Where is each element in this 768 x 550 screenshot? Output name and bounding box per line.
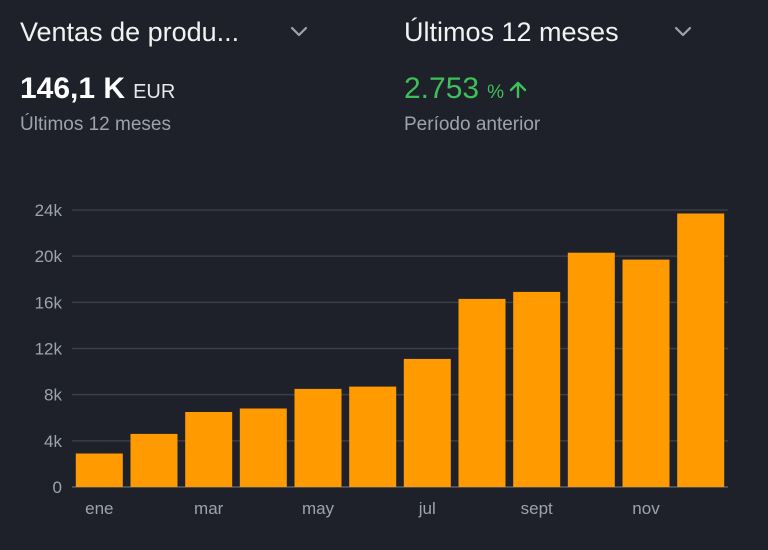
metric-selector[interactable]: Ventas de produ... xyxy=(20,12,310,52)
total-unit: EUR xyxy=(133,81,176,103)
bar-nov[interactable] xyxy=(622,259,670,487)
total-caption: Últimos 12 meses xyxy=(20,114,171,135)
x-tick-label: ene xyxy=(85,499,113,518)
x-tick-label: sept xyxy=(521,499,553,518)
bar-chart: 0 4k 8k 12k 16k 20k 24k ene mar may jul sept nov xyxy=(35,201,728,518)
y-tick-label: 16k xyxy=(35,293,63,312)
bar-jun[interactable] xyxy=(349,386,397,487)
x-tick-label: mar xyxy=(194,499,224,518)
change-unit: % xyxy=(487,82,504,103)
period-selector[interactable]: Últimos 12 meses xyxy=(404,12,694,52)
metric-selector-label: Ventas de produ... xyxy=(20,16,240,47)
bar-abr[interactable] xyxy=(239,408,287,488)
bar-dic[interactable] xyxy=(677,213,725,488)
total-kpi: 146,1 K EUR Últimos 12 meses xyxy=(20,72,175,136)
y-tick-label: 24k xyxy=(35,201,63,220)
total-value: 146,1 K xyxy=(20,72,126,105)
change-caption: Período anterior xyxy=(404,114,541,135)
x-tick-label: nov xyxy=(632,499,660,518)
bar-mar[interactable] xyxy=(185,412,233,487)
bar-sept[interactable] xyxy=(513,291,561,487)
y-tick-label: 4k xyxy=(44,432,62,451)
y-tick-label: 12k xyxy=(35,340,63,359)
bar-oct[interactable] xyxy=(567,252,615,487)
bar-may[interactable] xyxy=(294,388,342,487)
y-tick-label: 8k xyxy=(44,386,62,405)
chevron-down-icon xyxy=(674,26,692,37)
x-tick-label: jul xyxy=(418,499,436,518)
period-selector-label: Últimos 12 meses xyxy=(404,16,619,47)
chevron-down-icon xyxy=(290,26,308,37)
bar-feb[interactable] xyxy=(130,433,178,487)
x-tick-label: may xyxy=(302,499,335,518)
y-tick-label: 0 xyxy=(53,478,62,497)
change-value: 2.753 xyxy=(404,72,480,105)
bar-jul[interactable] xyxy=(403,358,451,487)
change-kpi: 2.753 % Período anterior xyxy=(404,72,540,136)
bar-ene[interactable] xyxy=(75,453,123,488)
y-tick-label: 20k xyxy=(35,247,63,266)
bar-ago[interactable] xyxy=(458,298,506,487)
arrow-up-icon xyxy=(509,81,527,99)
